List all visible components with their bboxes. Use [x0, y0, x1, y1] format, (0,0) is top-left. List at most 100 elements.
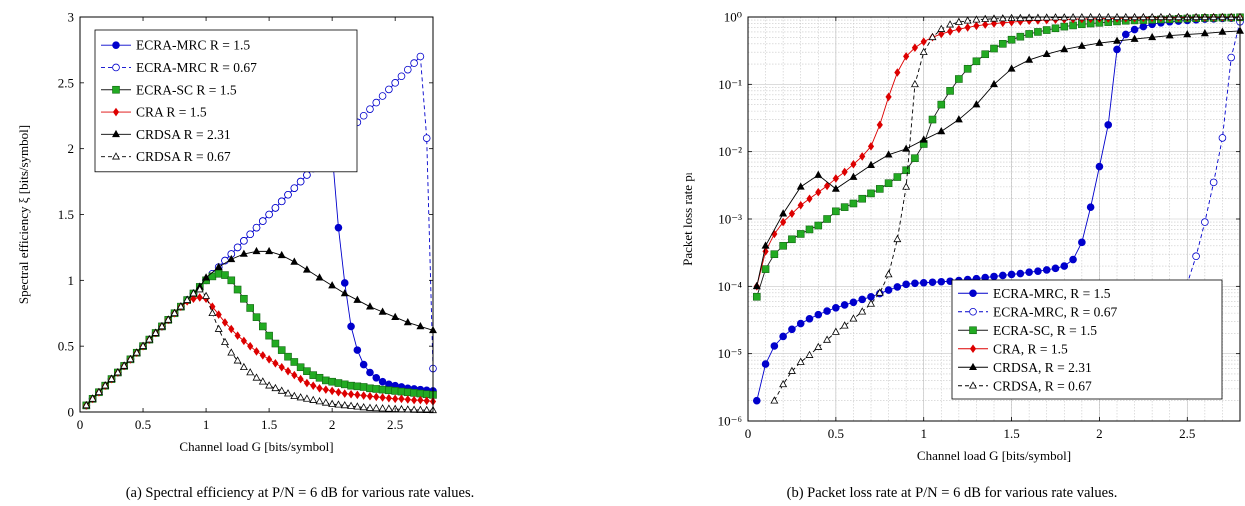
- data-point: [340, 380, 349, 389]
- data-point: [378, 385, 387, 394]
- series-line: [85, 273, 434, 406]
- legend-marker: [112, 85, 120, 94]
- data-point: [372, 385, 381, 393]
- data-point: [963, 65, 972, 73]
- data-point: [391, 312, 400, 321]
- data-point: [849, 172, 858, 180]
- data-point: [805, 225, 814, 234]
- data-point: [113, 368, 122, 376]
- data-point: [258, 377, 267, 385]
- data-point: [372, 373, 381, 382]
- data-point: [761, 360, 770, 368]
- data-point: [334, 379, 343, 387]
- data-point: [359, 360, 368, 369]
- data-point: [240, 294, 248, 303]
- data-point: [404, 395, 411, 404]
- caption-left: (a) Spectral efficiency at P/N = 6 dB fo…: [126, 485, 475, 501]
- data-point: [373, 392, 380, 402]
- data-point: [372, 403, 381, 412]
- data-point: [1113, 36, 1121, 44]
- data-point: [359, 402, 368, 411]
- y-tick-label: 10⁻⁶: [718, 414, 742, 429]
- data-point: [823, 335, 832, 343]
- data-point: [271, 339, 280, 348]
- data-point: [196, 293, 203, 302]
- series-5: [752, 26, 1244, 290]
- data-point: [385, 386, 393, 395]
- data-point: [290, 257, 299, 265]
- data-point: [328, 377, 336, 386]
- data-point: [170, 308, 179, 317]
- data-point: [334, 400, 343, 408]
- data-point: [391, 79, 399, 87]
- data-point: [1086, 203, 1095, 211]
- data-point: [894, 68, 901, 77]
- data-point: [417, 395, 424, 405]
- data-point: [1218, 27, 1227, 35]
- data-point: [240, 237, 248, 245]
- data-point: [347, 401, 356, 409]
- data-point: [1069, 255, 1077, 264]
- data-point: [770, 396, 779, 404]
- data-point: [398, 394, 405, 404]
- data-point: [259, 322, 267, 331]
- data-point: [1192, 252, 1200, 261]
- data-point: [1227, 53, 1236, 62]
- data-point: [998, 14, 1007, 22]
- data-point: [240, 336, 247, 346]
- data-point: [284, 366, 292, 376]
- axis-ticks: 0 0.5 1 1.5 2 2.5 0 0.5 1 1.5 2 2.5 3: [58, 10, 433, 432]
- data-point: [246, 304, 254, 312]
- data-point: [378, 377, 387, 386]
- data-point: [353, 346, 362, 354]
- data-point: [788, 235, 796, 244]
- data-point: [990, 14, 998, 22]
- data-point: [849, 298, 858, 307]
- data-point: [189, 289, 198, 297]
- y-tick-label: 10⁻⁵: [718, 346, 742, 361]
- data-point: [284, 389, 292, 397]
- legend-label: ECRA-SC R = 1.5: [136, 82, 237, 97]
- data-point: [982, 20, 989, 29]
- data-point: [1201, 218, 1209, 226]
- data-point: [893, 234, 902, 243]
- data-point: [998, 39, 1007, 48]
- data-point: [164, 315, 173, 323]
- data-point: [208, 308, 217, 317]
- data-point: [271, 204, 280, 212]
- data-point: [797, 200, 804, 210]
- data-point: [981, 50, 990, 59]
- data-point: [157, 321, 166, 330]
- legend-label: ECRA-MRC R = 0.67: [136, 60, 257, 75]
- data-point: [920, 37, 927, 46]
- data-point: [1016, 13, 1025, 21]
- data-point: [252, 223, 261, 232]
- series-line: [756, 30, 1241, 287]
- data-point: [823, 181, 831, 191]
- data-point: [867, 299, 875, 307]
- data-point: [239, 249, 248, 257]
- data-point: [1007, 35, 1016, 44]
- data-point: [796, 230, 805, 238]
- x-tick-label: 0.5: [828, 426, 844, 441]
- legend-marker: [112, 152, 120, 160]
- axis-ticks: 0 0.5 1 1.5 2 2.5 10⁻⁶ 10⁻⁵ 10⁻⁴ 10⁻³ 10⁻² 10⁻¹ 10⁰: [718, 10, 1240, 441]
- data-point: [416, 321, 425, 330]
- data-point: [253, 347, 260, 356]
- data-point: [277, 346, 286, 354]
- data-point: [770, 342, 779, 350]
- data-point: [266, 355, 273, 364]
- data-point: [1051, 24, 1060, 33]
- data-point: [397, 72, 406, 81]
- data-point: [779, 241, 787, 250]
- data-point: [202, 273, 211, 281]
- legend-marker: [112, 63, 120, 72]
- data-point: [964, 23, 971, 32]
- data-point: [788, 325, 796, 334]
- data-point: [340, 289, 349, 297]
- data-point: [963, 16, 972, 24]
- data-point: [366, 384, 374, 393]
- data-point: [867, 142, 875, 151]
- y-tick-label: 10⁻²: [718, 144, 742, 159]
